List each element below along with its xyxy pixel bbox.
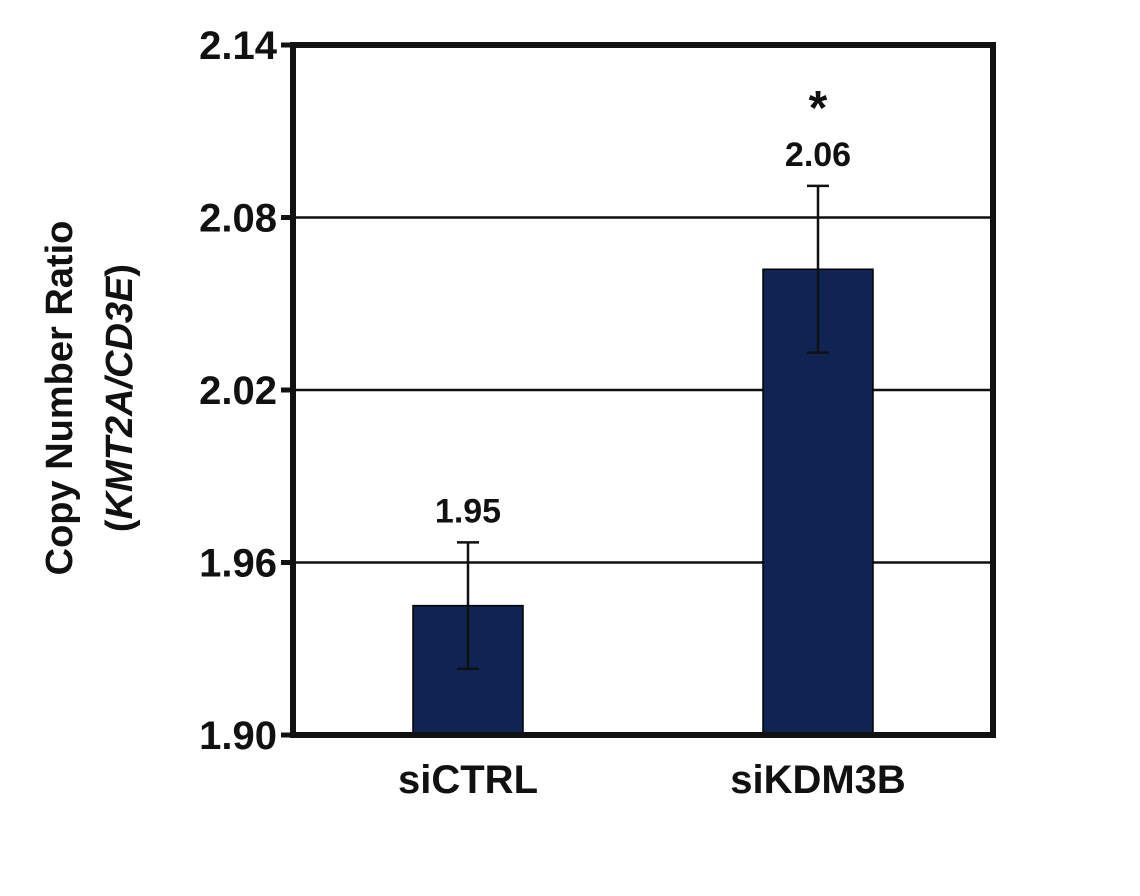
x-category-label: siKDM3B — [730, 758, 906, 802]
data-labels: 1.95 2.06* — [435, 82, 851, 531]
y-tick-label: 1.96 — [199, 542, 277, 586]
data-label: 1.95 — [435, 492, 501, 530]
data-label: 2.06 — [785, 136, 851, 174]
y-axis-label-line1: Copy Number Ratio — [39, 221, 81, 576]
gridlines — [293, 216, 993, 564]
y-tick-labels: 1.90 1.96 2.02 2.08 2.14 — [199, 24, 293, 758]
y-tick-label: 2.08 — [199, 197, 277, 241]
significance-marker: * — [809, 82, 828, 135]
y-tick-label: 2.14 — [199, 24, 278, 68]
y-tick-label: 1.90 — [199, 714, 277, 758]
x-category-label: siCTRL — [398, 758, 538, 802]
error-bars — [457, 184, 829, 671]
y-axis-label-line2: (KMT2A/CD3E) — [99, 264, 141, 532]
y-tick-label: 2.02 — [199, 369, 277, 413]
x-category-labels: siCTRL siKDM3B — [398, 758, 906, 802]
